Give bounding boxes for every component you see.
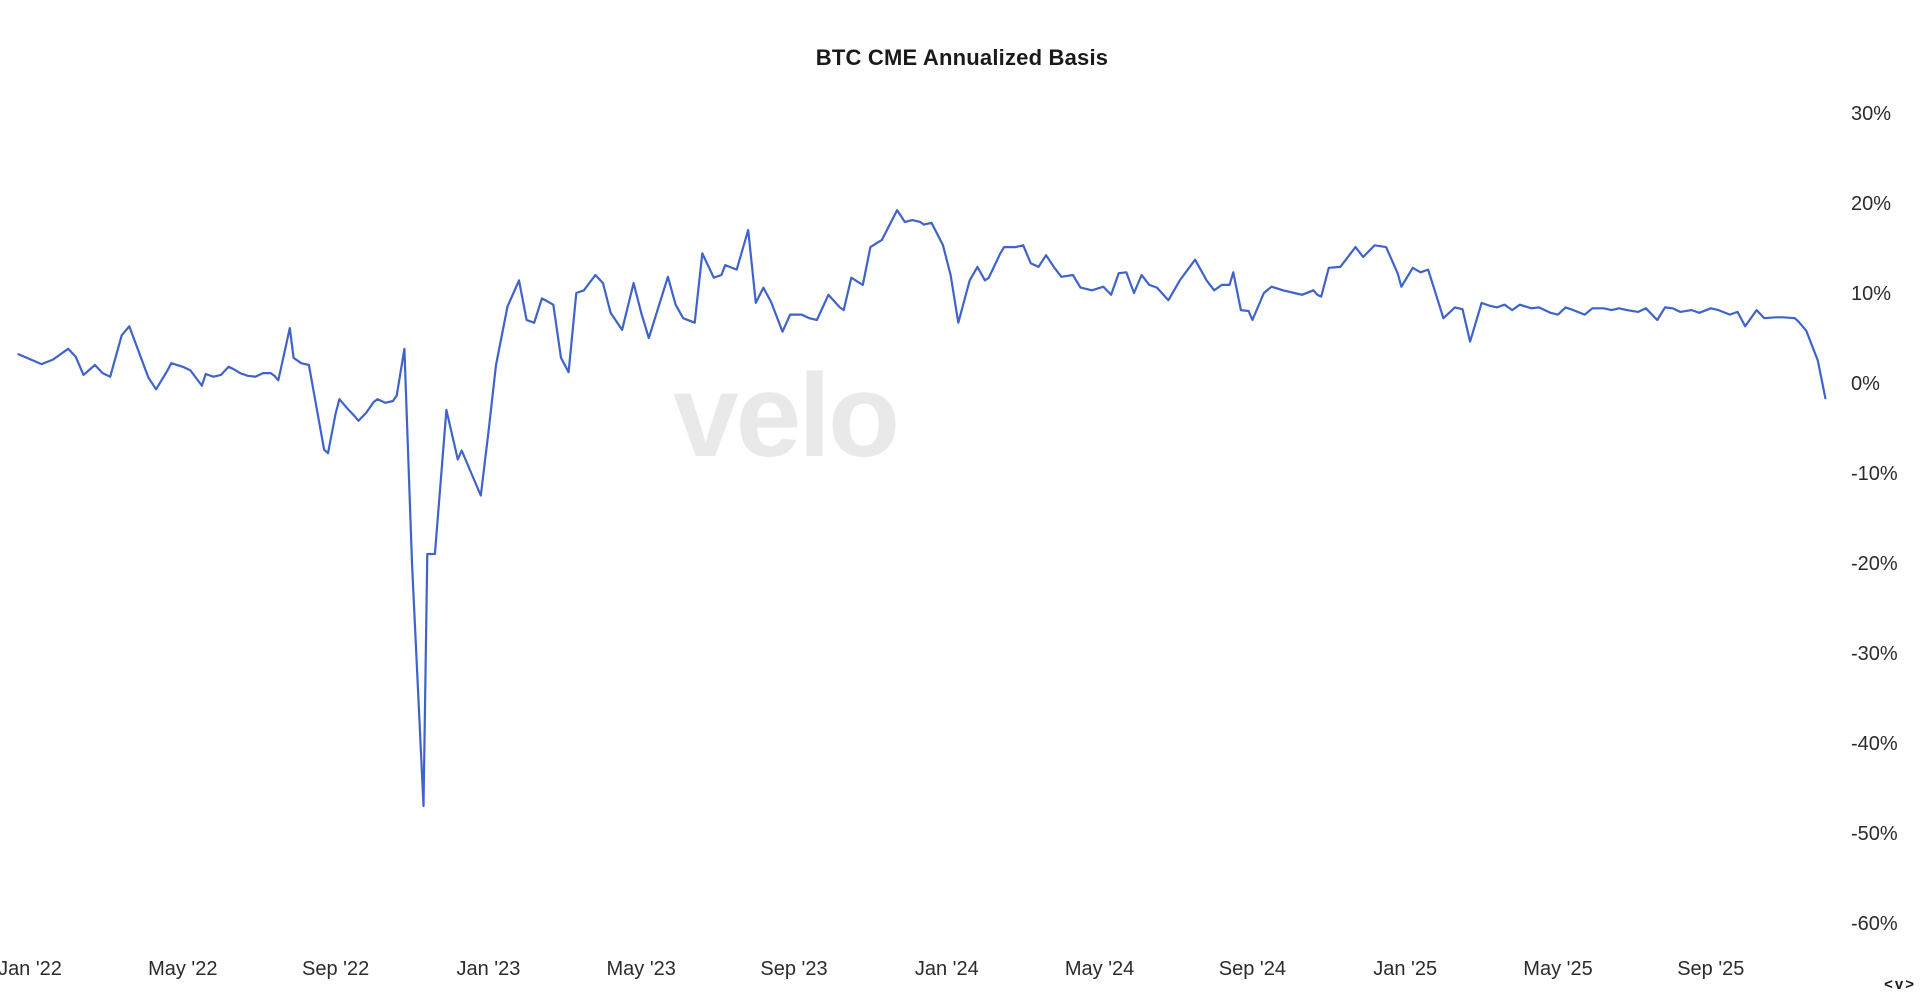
y-tick-label: -20%: [1851, 553, 1898, 575]
velo-watermark-logo: velo: [673, 350, 897, 482]
y-tick-label: 0%: [1851, 373, 1880, 395]
x-tick-label: Jan '23: [456, 958, 520, 980]
basis-line-series: [17, 209, 1827, 808]
x-tick-label: Sep '23: [760, 958, 827, 980]
x-tick-label: May '24: [1065, 958, 1134, 980]
velo-corner-mark: <v>: [1884, 976, 1916, 993]
y-tick-label: 20%: [1851, 193, 1891, 215]
x-tick-label: May '25: [1523, 958, 1592, 980]
chart-title: BTC CME Annualized Basis: [816, 45, 1108, 70]
y-axis-labels: 30% 20% 10% 0% -10% -20% -30% -40% -50% -60%: [1851, 103, 1898, 935]
x-tick-label: Sep '22: [302, 958, 369, 980]
y-tick-label: -40%: [1851, 733, 1898, 755]
x-tick-label: Jan '24: [915, 958, 979, 980]
x-tick-label: May '22: [148, 958, 217, 980]
x-tick-label: May '23: [606, 958, 675, 980]
x-tick-label: Jan '22: [0, 958, 62, 980]
x-tick-label: Jan '25: [1373, 958, 1437, 980]
y-tick-label: 10%: [1851, 283, 1891, 305]
y-tick-label: -30%: [1851, 643, 1898, 665]
y-tick-label: 30%: [1851, 103, 1891, 125]
y-tick-label: -60%: [1851, 913, 1898, 935]
y-tick-label: -10%: [1851, 463, 1898, 485]
y-tick-label: -50%: [1851, 823, 1898, 845]
x-tick-label: Sep '24: [1219, 958, 1286, 980]
x-tick-label: Sep '25: [1677, 958, 1744, 980]
x-axis-labels: Jan '22 May '22 Sep '22 Jan '23 May '23 Sep '…: [0, 958, 1744, 980]
